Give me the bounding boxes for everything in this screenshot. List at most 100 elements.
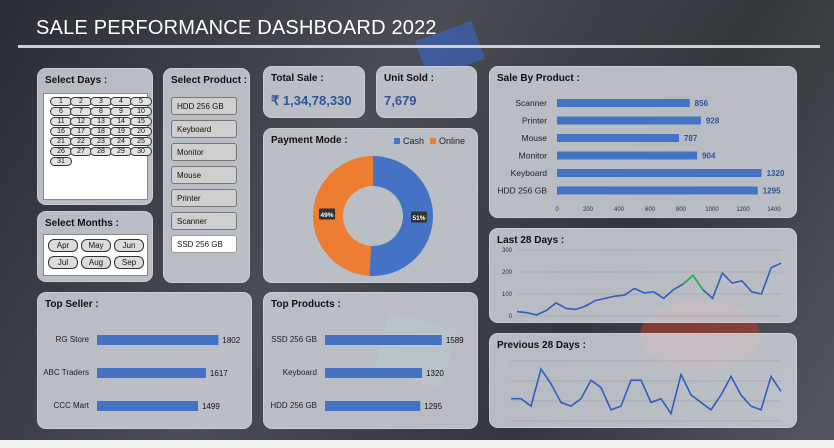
bar-value-abc-traders: 1617 <box>210 369 228 378</box>
legend-swatch-cash <box>394 138 400 144</box>
bar-hdd-256-gb <box>557 186 758 195</box>
day-button-5[interactable]: 5 <box>130 97 152 106</box>
top-seller-chart: RG Store 1802 ABC Traders 1617 CCC Mart 1499 <box>43 335 241 411</box>
month-button-sep[interactable]: Sep <box>114 256 144 269</box>
top-products-panel: Top Products : SSD 256 GB 1589 Keyboard 132… <box>263 292 478 429</box>
previous-28-days-label: Previous 28 Days : <box>497 340 586 351</box>
product-button-printer[interactable]: Printer <box>171 189 237 207</box>
bar-ccc-mart <box>97 401 198 411</box>
select-product-panel: Select Product : HDD 256 GB Keyboard Monit… <box>163 68 250 283</box>
bar-rg-store <box>97 335 219 345</box>
month-button-aug[interactable]: Aug <box>81 256 111 269</box>
payment-mode-label: Payment Mode : <box>271 135 348 146</box>
x-tick-600: 600 <box>645 207 656 213</box>
legend-label-cash: Cash <box>403 136 424 146</box>
donut-label-box <box>319 208 336 220</box>
day-button-15[interactable]: 15 <box>130 117 152 126</box>
product-button-hdd-256-gb[interactable]: HDD 256 GB <box>171 97 237 115</box>
product-button-ssd-256-gb[interactable]: SSD 256 GB <box>171 235 237 253</box>
select-product-label: Select Product : <box>171 75 248 86</box>
donut-label-box <box>410 211 427 223</box>
product-button-scanner[interactable]: Scanner <box>171 212 237 230</box>
day-button-16[interactable]: 16 <box>50 127 72 136</box>
product-button-monitor[interactable]: Monitor <box>171 143 237 161</box>
day-button-31[interactable]: 31 <box>50 157 72 166</box>
day-button-23[interactable]: 23 <box>90 137 112 146</box>
month-button-jun[interactable]: Jun <box>114 239 144 252</box>
day-button-26[interactable]: 26 <box>50 147 72 156</box>
product-button-keyboard[interactable]: Keyboard <box>171 120 237 138</box>
day-button-18[interactable]: 18 <box>90 127 112 136</box>
select-months-panel: Select Months : Apr May Jun Jul Aug Sep <box>37 211 153 282</box>
day-button-22[interactable]: 22 <box>70 137 92 146</box>
top-seller-label: Top Seller : <box>45 299 99 310</box>
month-button-may[interactable]: May <box>81 239 111 252</box>
day-button-13[interactable]: 13 <box>90 117 112 126</box>
day-button-27[interactable]: 27 <box>70 147 92 156</box>
line-series <box>511 367 782 416</box>
donut-slice-online <box>312 156 373 276</box>
top-products-label: Top Products : <box>271 299 341 310</box>
day-button-25[interactable]: 25 <box>130 137 152 146</box>
select-days-panel: Select Days : 1 2 3 4 5 6 7 8 9 10 11 12 13 14 15 16 17 1… <box>37 68 153 205</box>
bar-value-scanner: 856 <box>695 99 709 108</box>
x-tick-400: 400 <box>614 207 625 213</box>
bar-mouse <box>557 134 679 142</box>
days-slicer: 1 2 3 4 5 6 7 8 9 10 11 12 13 14 15 16 17 18 19 20 21 22 23 24 2… <box>43 93 152 200</box>
x-tick-1400: 1400 <box>767 207 781 213</box>
sale-by-product-label: Sale By Product : <box>497 73 580 84</box>
month-button-jul[interactable]: Jul <box>48 256 78 269</box>
total-sale-label: Total Sale : <box>271 73 324 84</box>
day-button-21[interactable]: 21 <box>50 137 72 146</box>
day-button-1[interactable]: 1 <box>50 97 72 106</box>
unit-sold-value: 7,679 <box>384 93 417 108</box>
bar-label-mouse: Mouse <box>521 133 547 143</box>
bar-label-keyboard: Keyboard <box>511 168 548 178</box>
legend-swatch-online <box>430 138 436 144</box>
x-tick-800: 800 <box>676 207 687 213</box>
sale-by-product-panel: Sale By Product : Scanner 856 Printer 928 Mo… <box>489 66 797 218</box>
bar-abc-traders <box>97 368 206 378</box>
day-button-10[interactable]: 10 <box>130 107 152 116</box>
x-tick-0: 0 <box>555 207 559 213</box>
day-button-8[interactable]: 8 <box>90 107 112 116</box>
month-button-apr[interactable]: Apr <box>48 239 78 252</box>
day-button-9[interactable]: 9 <box>110 107 132 116</box>
day-button-30[interactable]: 30 <box>130 147 152 156</box>
select-months-label: Select Months : <box>45 218 119 229</box>
day-button-11[interactable]: 11 <box>50 117 72 126</box>
day-button-12[interactable]: 12 <box>70 117 92 126</box>
day-button-24[interactable]: 24 <box>110 137 132 146</box>
day-button-28[interactable]: 28 <box>90 147 112 156</box>
line-highlight <box>682 273 704 291</box>
day-button-19[interactable]: 19 <box>110 127 132 136</box>
bar-printer <box>557 116 701 125</box>
y-tick-100: 100 <box>502 292 513 298</box>
day-button-20[interactable]: 20 <box>130 127 152 136</box>
day-button-6[interactable]: 6 <box>50 107 72 116</box>
bar-label-hdd-256-gb: HDD 256 GB <box>270 401 317 410</box>
day-button-14[interactable]: 14 <box>110 117 132 126</box>
dashboard-title: SALE PERFORMANCE DASHBOARD 2022 <box>36 17 437 39</box>
product-button-mouse[interactable]: Mouse <box>171 166 237 184</box>
total-sale-card: Total Sale : ₹ 1,34,78,330 <box>263 66 365 118</box>
donut-slice-cash <box>369 156 433 276</box>
day-button-4[interactable]: 4 <box>110 97 132 106</box>
sale-by-product-chart: Scanner 856 Printer 928 Mouse 787 Monitor 904 Ke… <box>497 98 785 213</box>
title-bar: SALE PERFORMANCE DASHBOARD 2022 <box>18 12 820 48</box>
bar-hdd-256-gb <box>325 401 421 411</box>
day-button-7[interactable]: 7 <box>70 107 92 116</box>
last-28-days-panel: Last 28 Days : 0 100 200 300 <box>489 228 797 323</box>
y-tick-0: 0 <box>509 314 513 320</box>
bar-value-rg-store: 1802 <box>222 336 240 345</box>
top-products-chart: SSD 256 GB 1589 Keyboard 1320 HDD 256 GB 1295 <box>270 335 464 411</box>
bar-scanner <box>557 99 690 107</box>
bar-value-keyboard: 1320 <box>767 169 785 178</box>
day-button-29[interactable]: 29 <box>110 147 132 156</box>
bar-ssd-256-gb <box>325 335 442 345</box>
months-slicer: Apr May Jun Jul Aug Sep <box>43 234 148 276</box>
day-button-3[interactable]: 3 <box>90 97 112 106</box>
day-button-17[interactable]: 17 <box>70 127 92 136</box>
day-button-2[interactable]: 2 <box>70 97 92 106</box>
